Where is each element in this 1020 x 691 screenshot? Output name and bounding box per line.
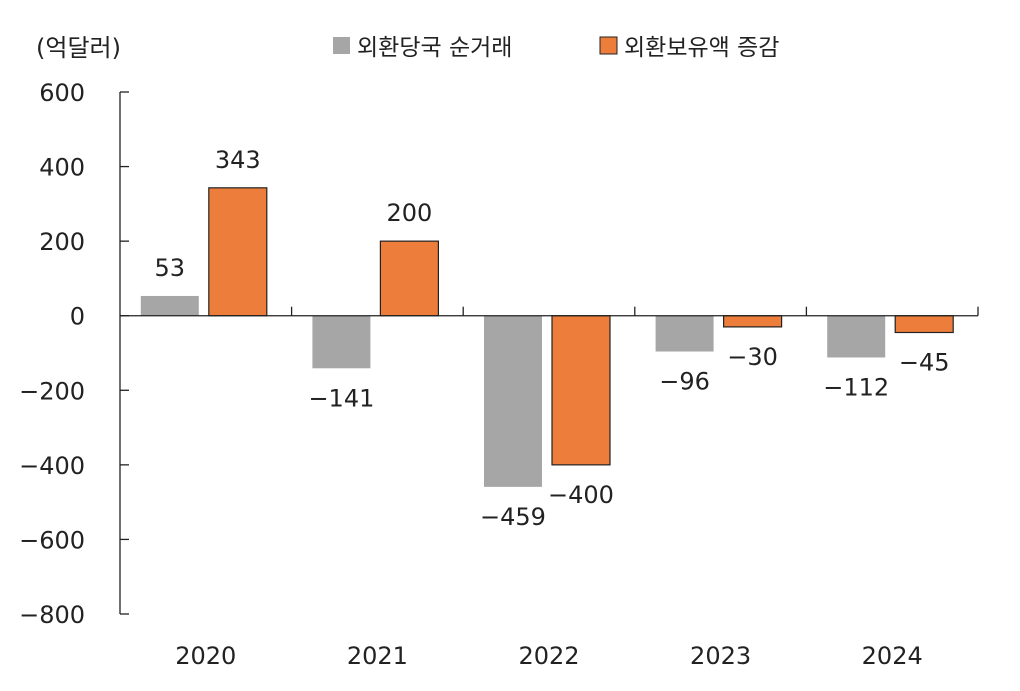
legend-label-1: 외환당국 순거래	[357, 35, 512, 61]
data-label-1-2024: −112	[823, 373, 889, 401]
legend-swatch-2	[599, 36, 618, 55]
data-label-2-2024: −45	[899, 348, 950, 376]
data-label-1-2020: 53	[155, 254, 186, 282]
y-tick-label: −600	[19, 526, 85, 554]
data-label-2-2023: −30	[727, 343, 778, 371]
x-tick-label: 2024	[862, 642, 923, 670]
bar-2-2024	[894, 315, 954, 334]
data-label-1-2022: −459	[480, 503, 546, 531]
y-unit-label: (억달러)	[36, 34, 121, 62]
y-tick-label: 0	[70, 303, 85, 331]
data-label-2-2021: 200	[386, 199, 432, 227]
data-label-2-2020: 343	[215, 146, 261, 174]
x-tick-label: 2021	[347, 642, 408, 670]
bar-1-2024	[827, 315, 886, 358]
y-tick-label: −400	[19, 452, 85, 480]
x-tick-label: 2023	[690, 642, 751, 670]
y-tick-label: −200	[19, 377, 85, 405]
data-label-1-2021: −141	[308, 384, 374, 412]
bar-2-2023	[722, 315, 783, 328]
bar-2-2020	[208, 187, 268, 317]
legend-swatch-1	[333, 37, 350, 54]
y-tick-label: 400	[39, 154, 85, 182]
legend-label-2: 외환보유액 증감	[624, 35, 779, 61]
y-tick-label: 200	[39, 228, 85, 256]
bar-1-2020	[140, 295, 199, 316]
data-label-2-2022: −400	[548, 481, 614, 509]
x-tick-label: 2022	[518, 642, 579, 670]
bar-1-2023	[655, 315, 714, 352]
bar-1-2022	[484, 315, 542, 487]
bar-2-2021	[379, 240, 439, 317]
data-label-1-2023: −96	[659, 368, 710, 396]
bar-2-2022	[551, 315, 611, 466]
y-tick-label: −800	[19, 601, 85, 629]
bar-1-2021	[312, 315, 371, 369]
y-tick-label: 600	[39, 79, 85, 107]
x-tick-label: 2020	[175, 642, 236, 670]
